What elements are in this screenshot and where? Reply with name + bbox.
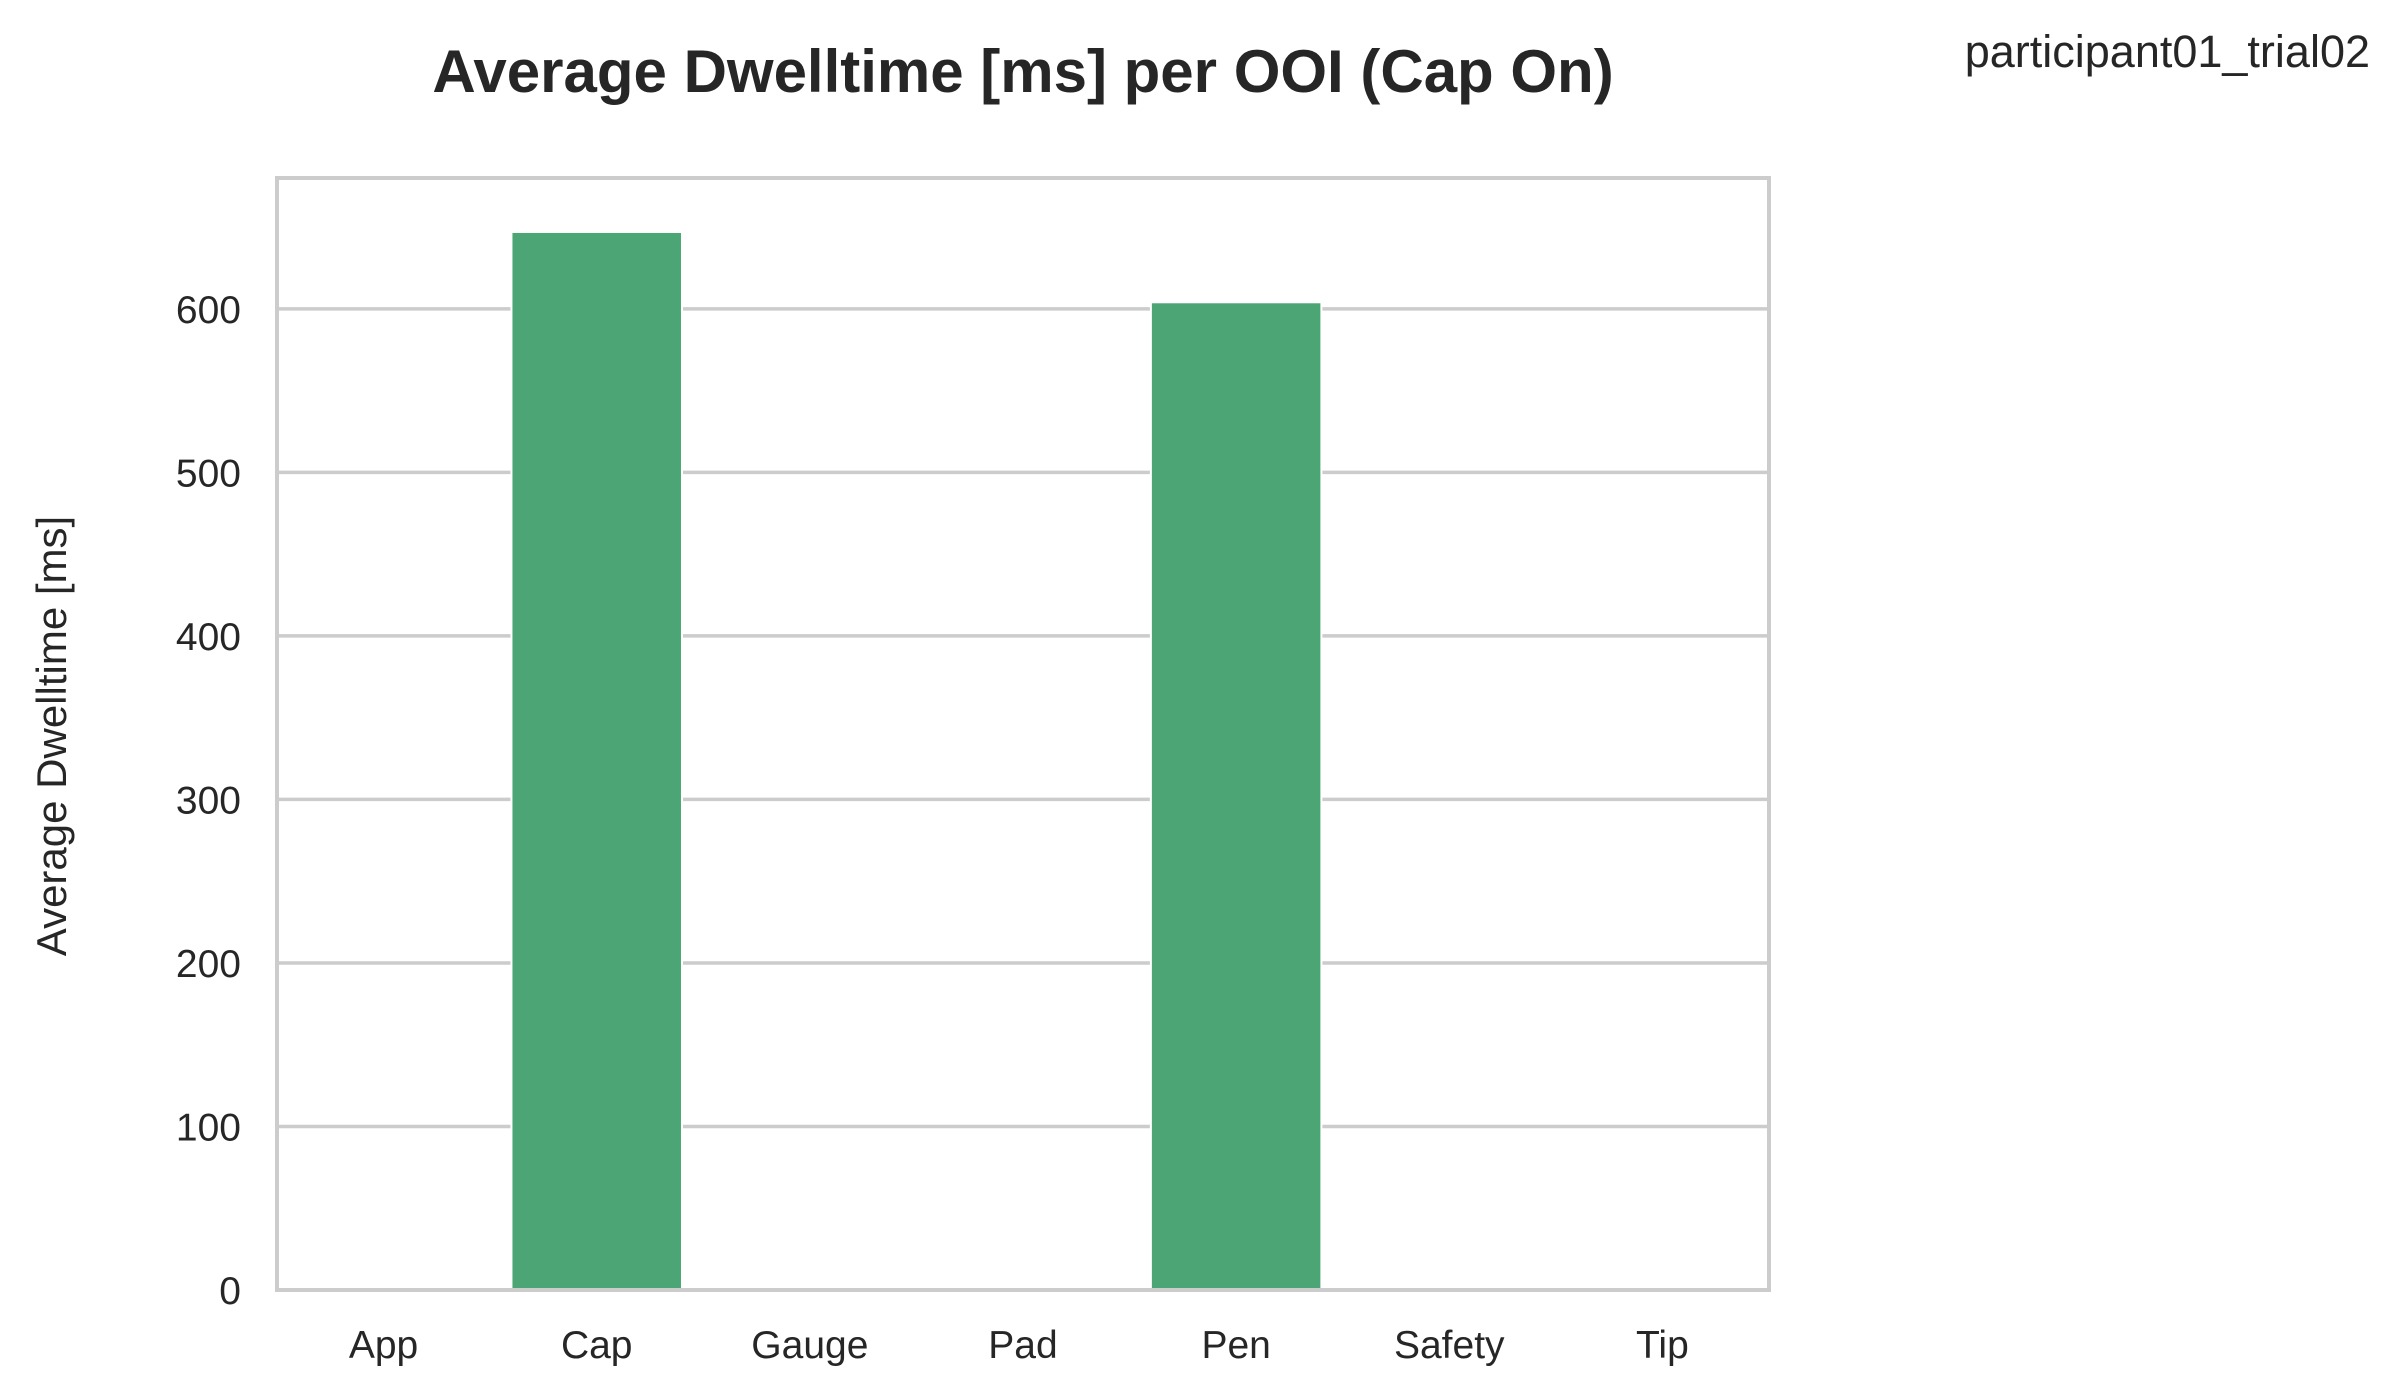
bar-cap [510, 230, 683, 1291]
chart-title: Average Dwelltime [ms] per OOI (Cap On) [432, 38, 1613, 105]
x-tick-label-safety: Safety [1394, 1324, 1505, 1367]
y-axis-label: Average Dwelltime [ms] [28, 516, 75, 956]
x-tick-label-cap: Cap [561, 1324, 633, 1367]
x-tick-label-pad: Pad [988, 1324, 1057, 1367]
x-tick-label-gauge: Gauge [751, 1324, 868, 1367]
x-tick-labels: App Cap Gauge Pad Pen Safety Tip [349, 1324, 1689, 1367]
y-tick-label: 500 [176, 452, 241, 495]
y-tick-label: 0 [219, 1270, 241, 1313]
bar-pen [1149, 301, 1323, 1291]
y-tick-labels: 0 100 200 300 400 500 600 [176, 289, 241, 1313]
y-tick-label: 100 [176, 1106, 241, 1149]
y-tick-label: 300 [176, 779, 241, 822]
participant-trial-label: participant01_trial02 [1965, 26, 2370, 77]
x-tick-label-tip: Tip [1636, 1324, 1689, 1367]
y-tick-label: 400 [176, 616, 241, 659]
x-tick-label-app: App [349, 1324, 418, 1367]
plot-frame [275, 176, 1771, 1292]
bars [510, 230, 1323, 1291]
y-tick-label: 200 [176, 943, 241, 986]
y-tick-label: 600 [176, 289, 241, 332]
gridlines [277, 307, 1769, 1129]
x-tick-label-pen: Pen [1201, 1324, 1270, 1367]
